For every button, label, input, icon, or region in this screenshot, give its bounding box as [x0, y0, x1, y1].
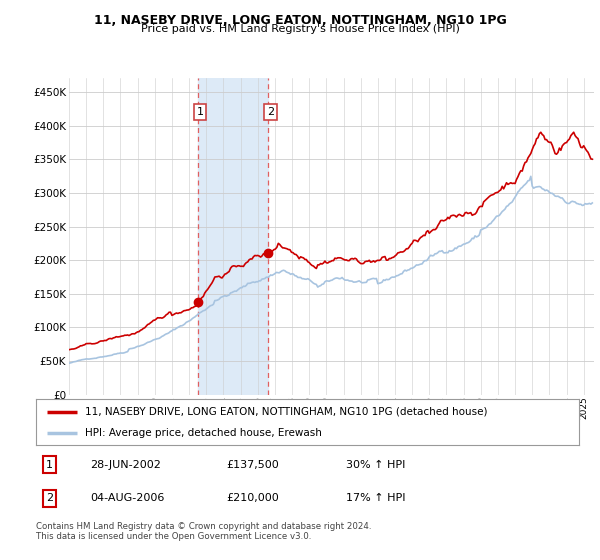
Text: HPI: Average price, detached house, Erewash: HPI: Average price, detached house, Erew…	[85, 428, 322, 438]
Text: Price paid vs. HM Land Registry's House Price Index (HPI): Price paid vs. HM Land Registry's House …	[140, 24, 460, 34]
Text: 1: 1	[197, 107, 203, 117]
Text: 04-AUG-2006: 04-AUG-2006	[91, 493, 164, 503]
Text: 11, NASEBY DRIVE, LONG EATON, NOTTINGHAM, NG10 1PG: 11, NASEBY DRIVE, LONG EATON, NOTTINGHAM…	[94, 14, 506, 27]
Text: 2: 2	[267, 107, 274, 117]
Text: 17% ↑ HPI: 17% ↑ HPI	[346, 493, 405, 503]
Bar	[197, 78, 268, 395]
Text: Contains HM Land Registry data © Crown copyright and database right 2024.
This d: Contains HM Land Registry data © Crown c…	[36, 522, 371, 542]
Text: 1: 1	[46, 460, 53, 470]
Text: 28-JUN-2002: 28-JUN-2002	[91, 460, 161, 470]
Text: 2: 2	[46, 493, 53, 503]
Text: £137,500: £137,500	[226, 460, 279, 470]
Text: 11, NASEBY DRIVE, LONG EATON, NOTTINGHAM, NG10 1PG (detached house): 11, NASEBY DRIVE, LONG EATON, NOTTINGHAM…	[85, 407, 487, 417]
Text: 30% ↑ HPI: 30% ↑ HPI	[346, 460, 405, 470]
Text: £210,000: £210,000	[226, 493, 279, 503]
